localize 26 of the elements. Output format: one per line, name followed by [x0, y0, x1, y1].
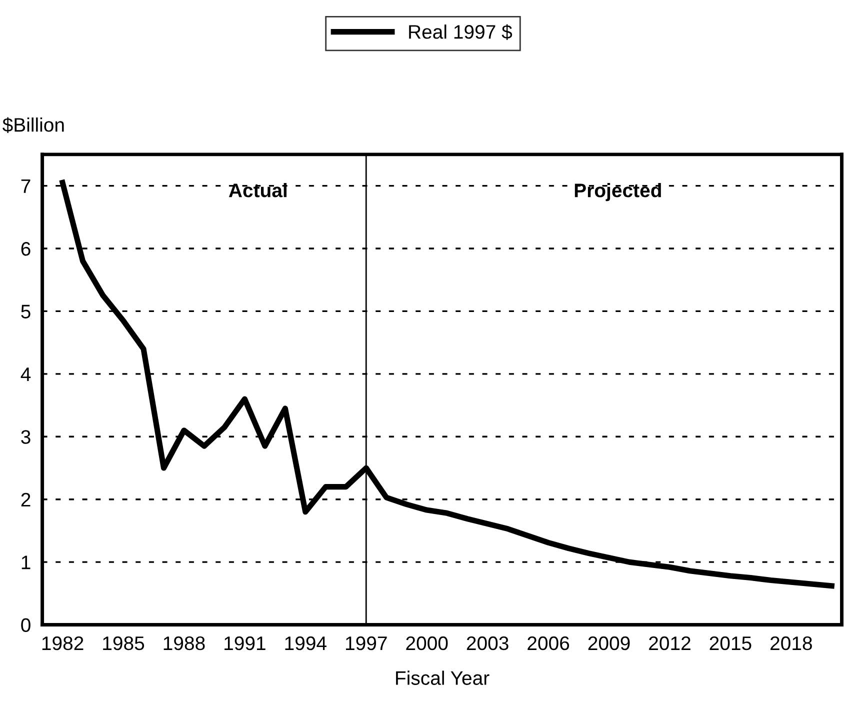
x-tick-label: 1985	[103, 636, 144, 650]
y-tick-label: 6	[21, 242, 30, 256]
y-tick-label: 3	[21, 430, 30, 444]
y-tick-label: 1	[22, 556, 30, 570]
y-axis-title: $Billion	[2, 117, 64, 133]
legend-label: Real 1997 $	[409, 24, 512, 40]
annotation: Projected	[574, 183, 661, 202]
y-tick-label: 0	[21, 618, 30, 632]
x-tick-label: 2018	[770, 636, 812, 650]
x-axis-title: Fiscal Year	[396, 670, 490, 685]
x-tick-label: 1988	[164, 636, 205, 650]
x-tick-label: 2015	[710, 636, 752, 650]
annotation: Actual	[228, 183, 286, 198]
x-tick-label: 2003	[466, 636, 508, 650]
x-tick-label: 2000	[406, 636, 448, 650]
y-tick-label: 2	[21, 492, 30, 506]
y-tick-label: 7	[21, 179, 30, 193]
x-tick-label: 1994	[285, 636, 326, 650]
x-tick-label: 2012	[649, 636, 690, 650]
x-tick-label: 1982	[42, 636, 84, 650]
x-tick-label: 2006	[528, 636, 570, 650]
x-tick-label: 1991	[224, 636, 266, 650]
y-tick-label: 4	[20, 368, 31, 381]
y-tick-label: 5	[21, 304, 30, 318]
x-tick-label: 1997	[346, 636, 387, 650]
x-tick-label: 2009	[588, 636, 630, 650]
